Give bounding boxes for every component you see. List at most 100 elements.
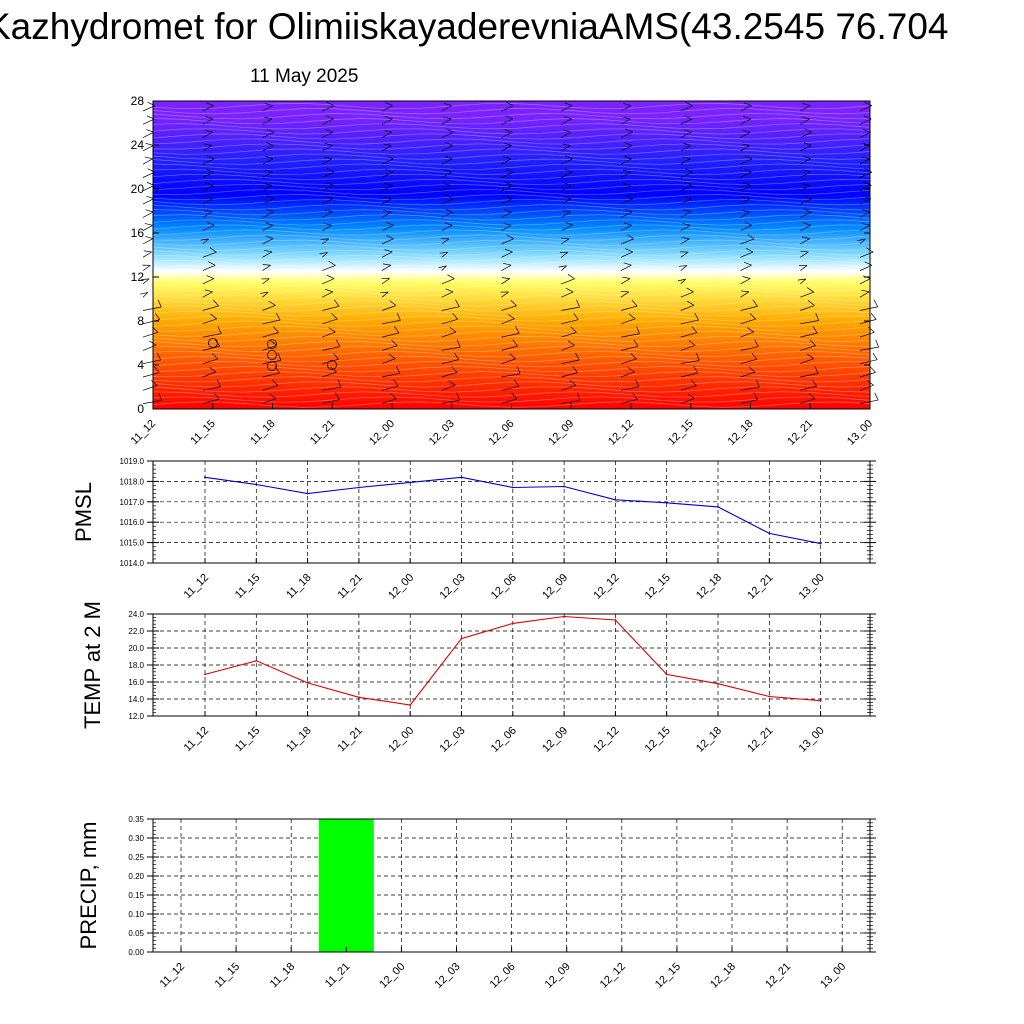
x-tick-label: 11_12 xyxy=(182,725,212,755)
y-tick-label: 24.0 xyxy=(128,610,144,619)
data-point xyxy=(255,483,258,486)
x-tick-label: 12_00 xyxy=(377,961,407,991)
data-point xyxy=(306,492,309,495)
y-tick-label: 0.30 xyxy=(128,834,144,843)
y-tick-label: 0.05 xyxy=(128,929,144,938)
wind-barbs xyxy=(140,101,879,404)
y-axis-label: PMSL xyxy=(71,482,96,542)
x-tick-label: 11_21 xyxy=(335,725,365,755)
y-tick-label: 12.0 xyxy=(128,712,144,721)
x-tick-label: 12_15 xyxy=(653,961,683,991)
data-point xyxy=(358,486,360,489)
calm-circle xyxy=(267,361,277,371)
data-point xyxy=(768,695,771,698)
contour-lines xyxy=(152,103,871,408)
y-tick-label: 1017.0 xyxy=(120,498,145,507)
x-tick-label: 13_00 xyxy=(797,725,827,755)
y-tick-label: 28 xyxy=(131,94,145,108)
data-point xyxy=(204,673,206,676)
data-point xyxy=(204,476,206,479)
x-tick-label: 11_12 xyxy=(182,572,212,602)
x-tick-label: 12_09 xyxy=(540,572,570,602)
x-tick-label: 12_18 xyxy=(726,418,756,448)
x-tick-label: 12_15 xyxy=(643,572,673,602)
x-tick-label: 11_21 xyxy=(335,572,365,602)
data-point xyxy=(306,681,309,684)
x-tick-label: 12_06 xyxy=(489,725,519,755)
y-tick-label: 20.0 xyxy=(128,644,144,653)
x-tick-label: 11_21 xyxy=(323,961,353,991)
data-point xyxy=(460,637,463,640)
x-tick-label: 11_15 xyxy=(233,725,263,755)
data-point xyxy=(819,699,822,702)
y-tick-label: 1019.0 xyxy=(120,457,145,466)
x-tick-label: 11_15 xyxy=(188,418,218,448)
data-point xyxy=(511,486,514,489)
x-tick-label: 12_18 xyxy=(694,725,724,755)
data-point xyxy=(563,485,565,488)
x-tick-label: 12_09 xyxy=(543,961,573,991)
y-tick-label: 16.0 xyxy=(128,678,144,687)
x-tick-label: 12_03 xyxy=(433,961,463,991)
y-tick-label: 1018.0 xyxy=(120,477,145,486)
calm-circle xyxy=(208,338,218,348)
x-tick-label: 12_00 xyxy=(386,725,416,755)
cross-section-panel: 0 4 8 12 16 20 24 28 11_12 11_15 11_18 11_21 12_00 12… xyxy=(129,94,879,448)
x-tick-label: 12_21 xyxy=(785,418,815,448)
x-tick-label: 13_00 xyxy=(818,961,848,991)
y-tick-label: 0.20 xyxy=(128,872,144,881)
x-tick-label: 12_15 xyxy=(643,725,673,755)
x-tick-label: 12_06 xyxy=(489,572,519,602)
data-point xyxy=(614,498,617,501)
x-tick-label: 11_18 xyxy=(248,418,278,448)
precip-bar xyxy=(318,819,374,952)
x-tick-label: 13_00 xyxy=(845,418,875,448)
x-tick-label: 12_21 xyxy=(745,572,775,602)
y-axis-label: TEMP at 2 M xyxy=(80,601,105,729)
data-point xyxy=(409,704,412,706)
y-tick-label: 1015.0 xyxy=(120,539,145,548)
temp-panel: 12.0 14.0 16.0 18.0 20.0 22.0 24.0 11_12 11_15 11… xyxy=(80,601,876,755)
data-point xyxy=(768,532,771,535)
calm-circle xyxy=(267,339,277,349)
calm-circle xyxy=(327,360,337,370)
y-tick-label: 0.25 xyxy=(128,853,144,862)
y-tick-label: 20 xyxy=(131,182,145,196)
x-tick-label: 12_18 xyxy=(694,572,724,602)
y-tick-label: 24 xyxy=(131,138,145,152)
x-tick-label: 12_12 xyxy=(598,961,628,991)
x-tick-label: 12_03 xyxy=(438,725,468,755)
data-point xyxy=(358,696,360,699)
x-tick-label: 12_06 xyxy=(488,961,518,991)
y-tick-label: 1014.0 xyxy=(120,559,145,568)
data-point xyxy=(460,476,463,479)
x-tick-label: 12_15 xyxy=(666,418,696,448)
x-tick-label: 12_00 xyxy=(386,572,416,602)
y-tick-label: 16 xyxy=(131,226,145,240)
calm-circle xyxy=(267,350,277,360)
panel-frame xyxy=(152,460,871,564)
x-tick-label: 12_00 xyxy=(367,418,397,448)
data-point xyxy=(614,619,617,621)
y-tick-label: 0.00 xyxy=(128,948,144,957)
pmsl-panel: 1014.0 1015.0 1016.0 1017.0 1018.0 1019.0 11_1… xyxy=(71,457,876,602)
x-tick-label: 12_21 xyxy=(745,725,775,755)
y-tick-label: 12 xyxy=(131,270,145,284)
x-tick-label: 12_12 xyxy=(606,418,636,448)
data-point xyxy=(665,501,668,504)
x-tick-label: 12_09 xyxy=(540,725,570,755)
x-tick-label: 11_15 xyxy=(233,572,263,602)
data-point xyxy=(819,542,822,545)
x-tick-label: 12_12 xyxy=(591,725,621,755)
y-tick-label: 22.0 xyxy=(128,627,144,636)
x-tick-label: 11_21 xyxy=(308,418,338,448)
y-tick-label: 8 xyxy=(137,314,144,328)
data-point xyxy=(665,673,668,676)
x-tick-label: 12_03 xyxy=(427,418,457,448)
y-tick-label: 4 xyxy=(137,358,144,372)
y-tick-label: 0.35 xyxy=(128,815,144,824)
x-tick-label: 11_15 xyxy=(213,961,243,991)
x-tick-label: 11_18 xyxy=(268,961,298,991)
data-point xyxy=(563,615,565,618)
